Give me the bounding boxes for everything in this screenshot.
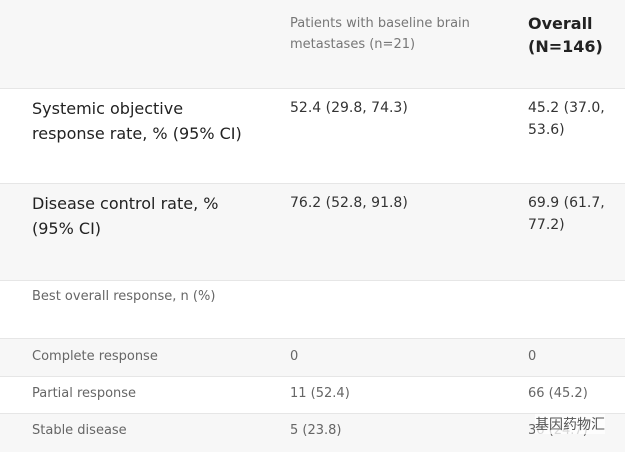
table-row: Stable disease 5 (23.8) 36 (24.7)	[0, 413, 625, 452]
cell: 45.2 (37.0, 53.6)	[528, 100, 605, 138]
cell: 11 (52.4)	[290, 386, 350, 401]
row-label: Partial response	[32, 386, 137, 401]
table-row: Complete response 0 0	[0, 338, 625, 377]
cell: 5 (23.8)	[290, 423, 342, 438]
cell: 66 (45.2)	[528, 386, 588, 401]
row-label: Systemic objective response rate, % (95%…	[32, 99, 242, 143]
row-label: Complete response	[32, 349, 158, 364]
row-label: Stable disease	[32, 423, 127, 438]
cell: 52.4 (29.8, 74.3)	[290, 100, 408, 116]
table-row: Disease control rate, % (95% CI) 76.2 (5…	[0, 183, 625, 281]
cell: 0	[528, 349, 537, 364]
header-row: Patients with baseline brain metastases …	[0, 0, 625, 88]
cell: 0	[290, 349, 299, 364]
cell: 69.9 (61.7, 77.2)	[528, 195, 605, 233]
row-label: Best overall response, n (%)	[32, 289, 216, 304]
header-cell: Patients with baseline brain metastases …	[290, 16, 470, 52]
cell: 76.2 (52.8, 91.8)	[290, 195, 408, 211]
row-label: Disease control rate, % (95% CI)	[32, 194, 219, 238]
table-row: Partial response 11 (52.4) 66 (45.2)	[0, 376, 625, 414]
watermark: 基因药物汇	[535, 414, 605, 434]
table-row: Systemic objective response rate, % (95%…	[0, 88, 625, 184]
table-row: Best overall response, n (%)	[0, 280, 625, 339]
header-cell: Overall (N=146)	[528, 14, 603, 57]
